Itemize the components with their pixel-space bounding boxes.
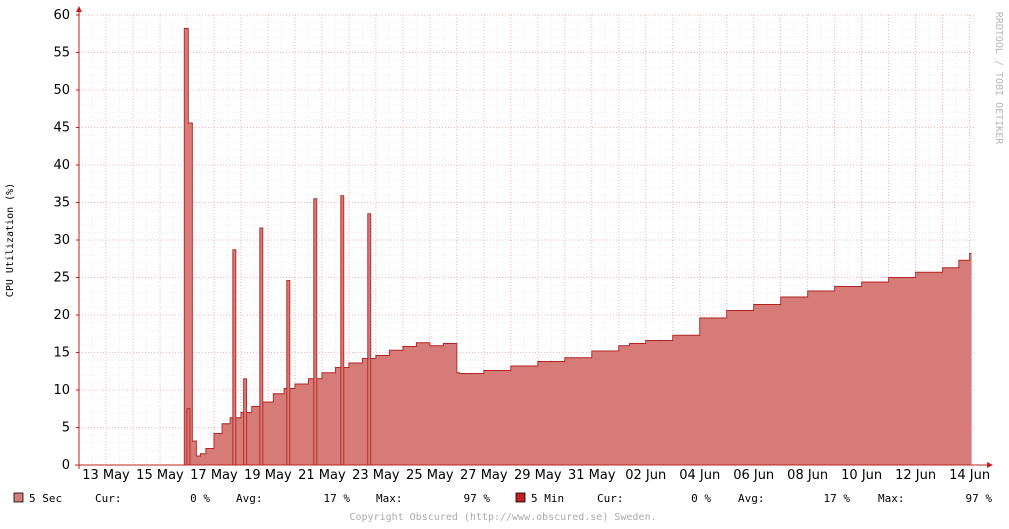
watermark: RRDTOOL / TOBI OETIKER (993, 12, 1004, 145)
legend-label-5-min: 5 Min (531, 492, 564, 505)
y-tick-label: 10 (53, 383, 70, 398)
x-tick-label: 04 Jun (679, 468, 720, 483)
legend-max-value-5-sec: 97 % (464, 492, 491, 505)
series-spike (367, 213, 372, 466)
legend-max-label-5-sec: Max: (376, 492, 403, 505)
legend-max-label-5-min: Max: (878, 492, 905, 505)
y-tick-label: 45 (53, 121, 70, 136)
y-tick-label: 5 (62, 421, 70, 436)
x-tick-label: 08 Jun (787, 468, 828, 483)
series-area-5-sec (79, 28, 972, 465)
legend-cur-value-5-sec: 0 % (190, 492, 210, 505)
y-tick-labels: 0 5 10 15 20 25 30 35 40 45 50 55 60 (53, 8, 79, 473)
x-tick-label: 12 Jun (895, 468, 936, 483)
legend-cur-label-5-min: Cur: (597, 492, 624, 505)
series-area (79, 28, 972, 466)
x-tick-label: 06 Jun (733, 468, 774, 483)
y-tick-label: 55 (53, 46, 70, 61)
x-tick-label: 25 May (406, 468, 454, 483)
y-tick-label: 20 (53, 308, 70, 323)
x-tick-label: 21 May (298, 468, 346, 483)
y-tick-label: 0 (62, 458, 70, 473)
series-spike (313, 198, 318, 466)
series-spike (243, 378, 248, 466)
legend-avg-value-5-sec: 17 % (324, 492, 351, 505)
y-tick-label: 60 (53, 8, 70, 23)
y-tick-label: 30 (53, 233, 70, 248)
y-tick-label: 25 (53, 271, 70, 286)
x-tick-label: 27 May (460, 468, 508, 483)
legend-avg-label-5-sec: Avg: (236, 492, 263, 505)
legend-avg-label-5-min: Avg: (738, 492, 765, 505)
x-tick-labels: 13 May 15 May 17 May 19 May 21 May 23 May 25 M… (82, 468, 990, 483)
legend: 5 Sec Cur: 0 % Avg: 17 % Max: 97 % 5 Min… (13, 492, 993, 505)
x-tick-label: 14 Jun (949, 468, 990, 483)
x-axis-arrow (987, 462, 993, 468)
x-tick-label: 29 May (514, 468, 562, 483)
x-tick-label: 23 May (352, 468, 400, 483)
x-tick-label: 31 May (568, 468, 616, 483)
legend-item-5-sec: 5 Sec Cur: 0 % Avg: 17 % Max: 97 % (13, 492, 491, 505)
series-line-5-sec (79, 28, 972, 466)
series-spike (186, 408, 191, 466)
legend-label-5-sec: 5 Sec (29, 492, 62, 505)
y-tick-label: 40 (53, 158, 70, 173)
series-spike (340, 195, 345, 466)
legend-swatch-5-sec (13, 492, 24, 503)
y-tick-label: 35 (53, 196, 70, 211)
x-tick-label: 13 May (82, 468, 130, 483)
legend-avg-value-5-min: 17 % (824, 492, 851, 505)
grid (78, 14, 975, 466)
legend-item-5-min: 5 Min Cur: 0 % Avg: 17 % Max: 97 % (515, 492, 993, 505)
x-tick-label: 10 Jun (841, 468, 882, 483)
series-spike (286, 280, 291, 466)
series-spike (232, 249, 237, 466)
y-tick-label: 50 (53, 83, 70, 98)
x-tick-label: 19 May (244, 468, 292, 483)
y-tick-label: 15 (53, 346, 70, 361)
series-spike (259, 227, 264, 466)
x-tick-label: 15 May (136, 468, 184, 483)
legend-swatch-5-min (515, 492, 526, 503)
x-tick-label: 17 May (190, 468, 238, 483)
y-axis-arrow (76, 6, 82, 12)
y-axis-label: CPU Utilization (%) (5, 183, 16, 297)
legend-cur-label-5-sec: Cur: (95, 492, 122, 505)
copyright-footer: Copyright Obscured (http://www.obscured.… (349, 512, 656, 523)
legend-cur-value-5-min: 0 % (691, 492, 711, 505)
legend-max-value-5-min: 97 % (966, 492, 993, 505)
x-tick-label: 02 Jun (625, 468, 666, 483)
